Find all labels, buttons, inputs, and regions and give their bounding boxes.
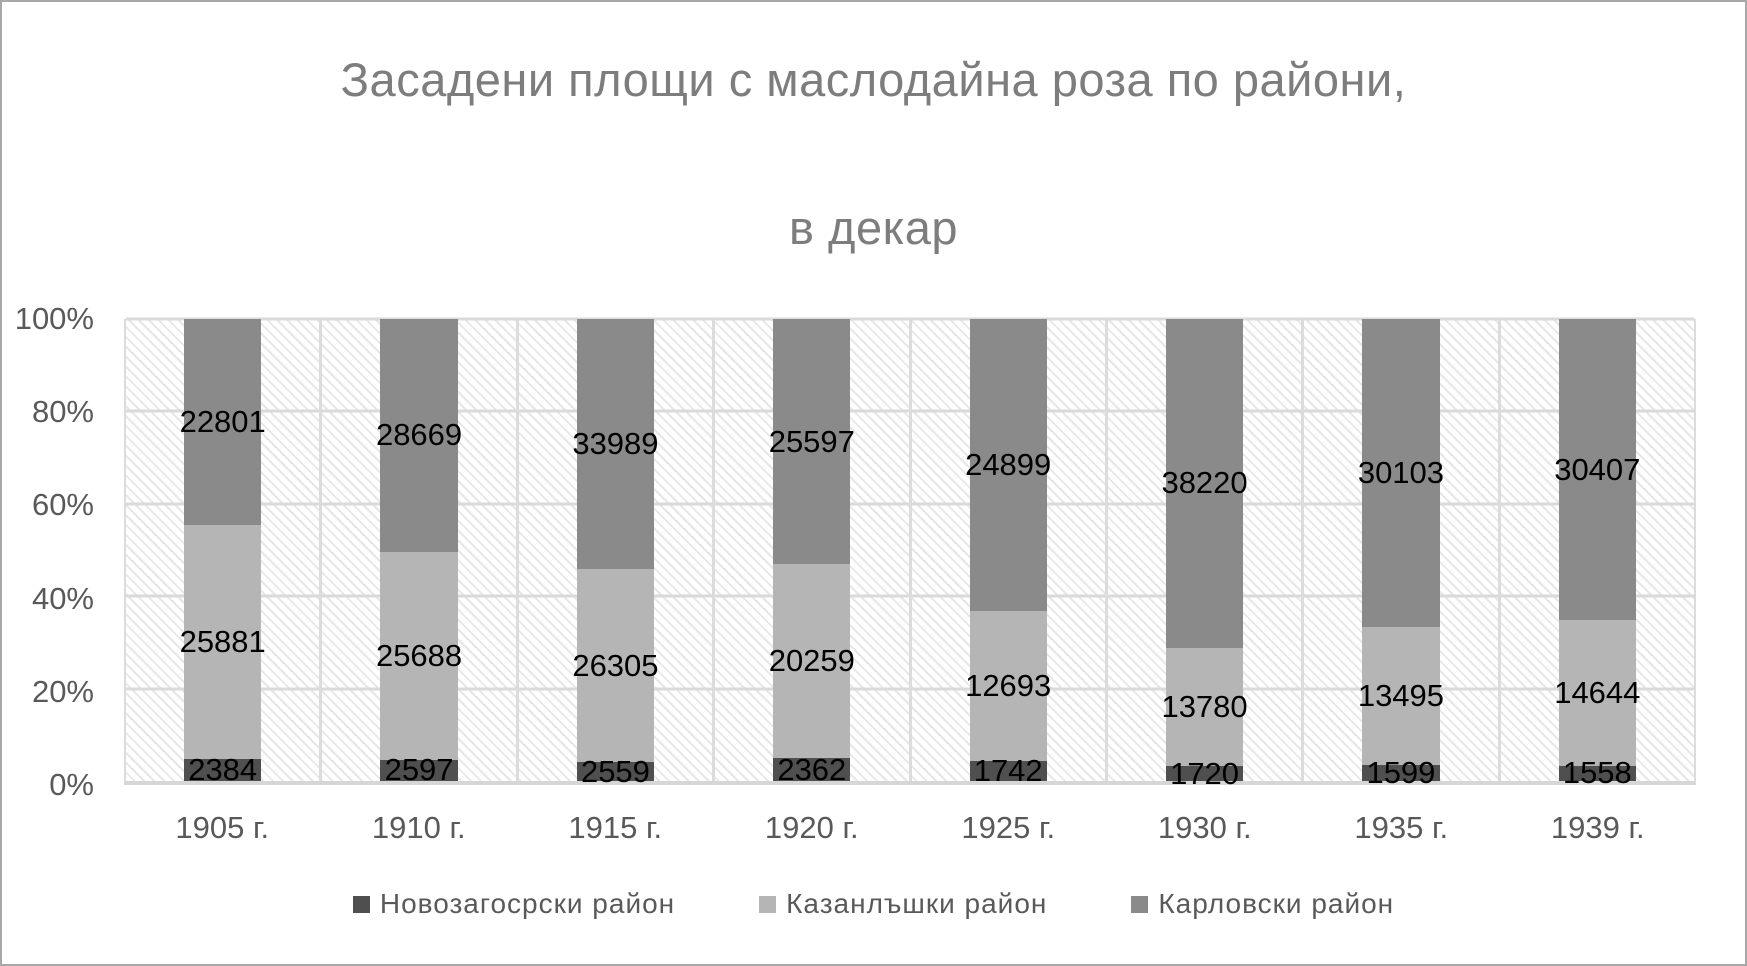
x-axis-label: 1905 г. <box>175 810 270 845</box>
x-axis-label: 1939 г. <box>1550 810 1645 845</box>
bar-segment: 26305 <box>572 568 659 763</box>
slot-row: 22801 25881 2384 28669 25688 2597 33989 26305 25… <box>126 319 1694 791</box>
y-axis-tick-label: 40% <box>31 580 94 616</box>
chart-title-line2: в декар <box>789 201 958 254</box>
stacked-bar: 30407 14644 1558 <box>1554 319 1640 790</box>
legend-swatch-icon <box>352 895 370 913</box>
bar-segment: 33989 <box>572 319 659 569</box>
stacked-bar: 38220 13780 1720 <box>1161 319 1248 791</box>
category-slot: 38220 13780 1720 <box>1108 319 1305 791</box>
bar-segment: 30103 <box>1358 319 1444 627</box>
data-label: 1720 <box>1170 755 1240 791</box>
plot-area: 22801 25881 2384 28669 25688 2597 33989 26305 25… <box>124 317 1696 791</box>
x-axis-labels: 1905 г. 1910 г. 1915 г. 1920 г. 1925 г. 1930 … <box>124 810 1696 846</box>
data-label: 28669 <box>375 417 463 453</box>
y-axis: 100% 80% 60% 40% 20% 0% <box>2 301 110 802</box>
data-label: 24899 <box>965 447 1052 483</box>
data-label: 2597 <box>384 752 454 788</box>
bar-segment: 24899 <box>965 319 1051 612</box>
y-axis-tick-label: 0% <box>49 767 94 802</box>
bar-segment: 25597 <box>769 319 855 565</box>
y-axis-tick-label: 60% <box>31 487 94 523</box>
category-slot: 25597 20259 2362 <box>715 319 912 787</box>
data-label: 26305 <box>572 647 659 683</box>
bar-segment: 1742 <box>969 753 1047 788</box>
data-label: 20259 <box>768 643 855 679</box>
y-axis-tick-label: 80% <box>31 394 94 430</box>
category-slot: 30407 14644 1558 <box>1501 319 1694 790</box>
stacked-bar: 33989 26305 2559 <box>572 319 659 789</box>
chart-title-line1: Засадени площи с маслодайна роза по райо… <box>340 53 1407 106</box>
data-label: 25597 <box>768 423 855 459</box>
x-axis-label: 1915 г. <box>568 810 663 845</box>
data-label: 1558 <box>1562 755 1632 791</box>
bar-segment: 30407 <box>1554 319 1640 621</box>
legend: Новозагосрски район Казанлъшки район Карло… <box>2 888 1745 920</box>
data-label: 22801 <box>179 404 266 440</box>
category-slot: 33989 26305 2559 <box>519 319 716 789</box>
bar-segment: 13495 <box>1358 626 1444 765</box>
data-label: 33989 <box>572 425 659 461</box>
bar-segment: 25688 <box>376 551 462 760</box>
legend-item: Карловски район <box>1131 888 1394 920</box>
legend-label: Карловски район <box>1158 888 1395 919</box>
x-axis-label: 1930 г. <box>1157 810 1252 845</box>
y-axis-tick-label: 20% <box>31 673 94 709</box>
stacked-bar: 30103 13495 1599 <box>1358 319 1444 790</box>
category-slot: 22801 25881 2384 <box>126 319 323 787</box>
data-label: 30103 <box>1357 454 1445 490</box>
stacked-bar: 28669 25688 2597 <box>376 319 462 787</box>
stacked-bar: 22801 25881 2384 <box>180 319 266 787</box>
data-label: 2384 <box>188 752 258 788</box>
category-slot: 28669 25688 2597 <box>322 319 519 787</box>
bar-segment: 28669 <box>376 319 462 552</box>
data-label: 25881 <box>179 624 266 660</box>
legend-swatch-icon <box>759 895 777 913</box>
bar-segment: 14644 <box>1554 620 1640 766</box>
bar-segment: 2597 <box>380 752 458 787</box>
legend-item: Казанлъшки район <box>759 888 1047 920</box>
stacked-bar: 24899 12693 1742 <box>965 319 1051 788</box>
data-label: 38220 <box>1161 465 1248 501</box>
legend-swatch-icon <box>1131 895 1149 913</box>
data-label: 2559 <box>580 753 650 789</box>
data-label: 14644 <box>1554 674 1641 710</box>
bar-segment: 25881 <box>180 525 266 760</box>
y-axis-tick-label: 100% <box>14 301 94 336</box>
x-axis-label: 1925 г. <box>961 810 1056 845</box>
bar-segment: 2559 <box>576 754 655 789</box>
bar-segment: 1599 <box>1362 755 1440 790</box>
data-label: 13495 <box>1357 677 1445 713</box>
bar-segment: 13780 <box>1161 647 1248 767</box>
legend-label: Казанлъшки район <box>786 888 1048 919</box>
data-label: 30407 <box>1554 451 1641 487</box>
x-axis-label: 1935 г. <box>1354 810 1449 845</box>
bar-segment: 38220 <box>1161 319 1248 648</box>
data-label: 1599 <box>1366 754 1436 790</box>
data-label: 2362 <box>777 751 847 787</box>
legend-label: Новозагосрски район <box>379 888 676 919</box>
stacked-bar: 25597 20259 2362 <box>769 319 855 787</box>
x-axis-label: 1910 г. <box>371 810 466 845</box>
data-label: 1742 <box>973 752 1043 788</box>
bar-segment: 1558 <box>1558 755 1636 790</box>
category-slot: 24899 12693 1742 <box>912 319 1108 788</box>
data-label: 12693 <box>965 667 1052 703</box>
bar-segment: 22801 <box>180 319 266 526</box>
bar-segment: 20259 <box>769 564 855 759</box>
data-label: 13780 <box>1161 688 1248 724</box>
x-axis-label: 1920 г. <box>764 810 859 845</box>
legend-item: Новозагосрски район <box>352 888 676 920</box>
bar-segment: 2362 <box>773 752 851 787</box>
bar-segment: 1720 <box>1165 756 1244 791</box>
bar-segment: 2384 <box>184 752 262 787</box>
data-label: 25688 <box>375 637 463 673</box>
bar-segment: 12693 <box>965 611 1051 761</box>
category-slot: 30103 13495 1599 <box>1304 319 1501 790</box>
